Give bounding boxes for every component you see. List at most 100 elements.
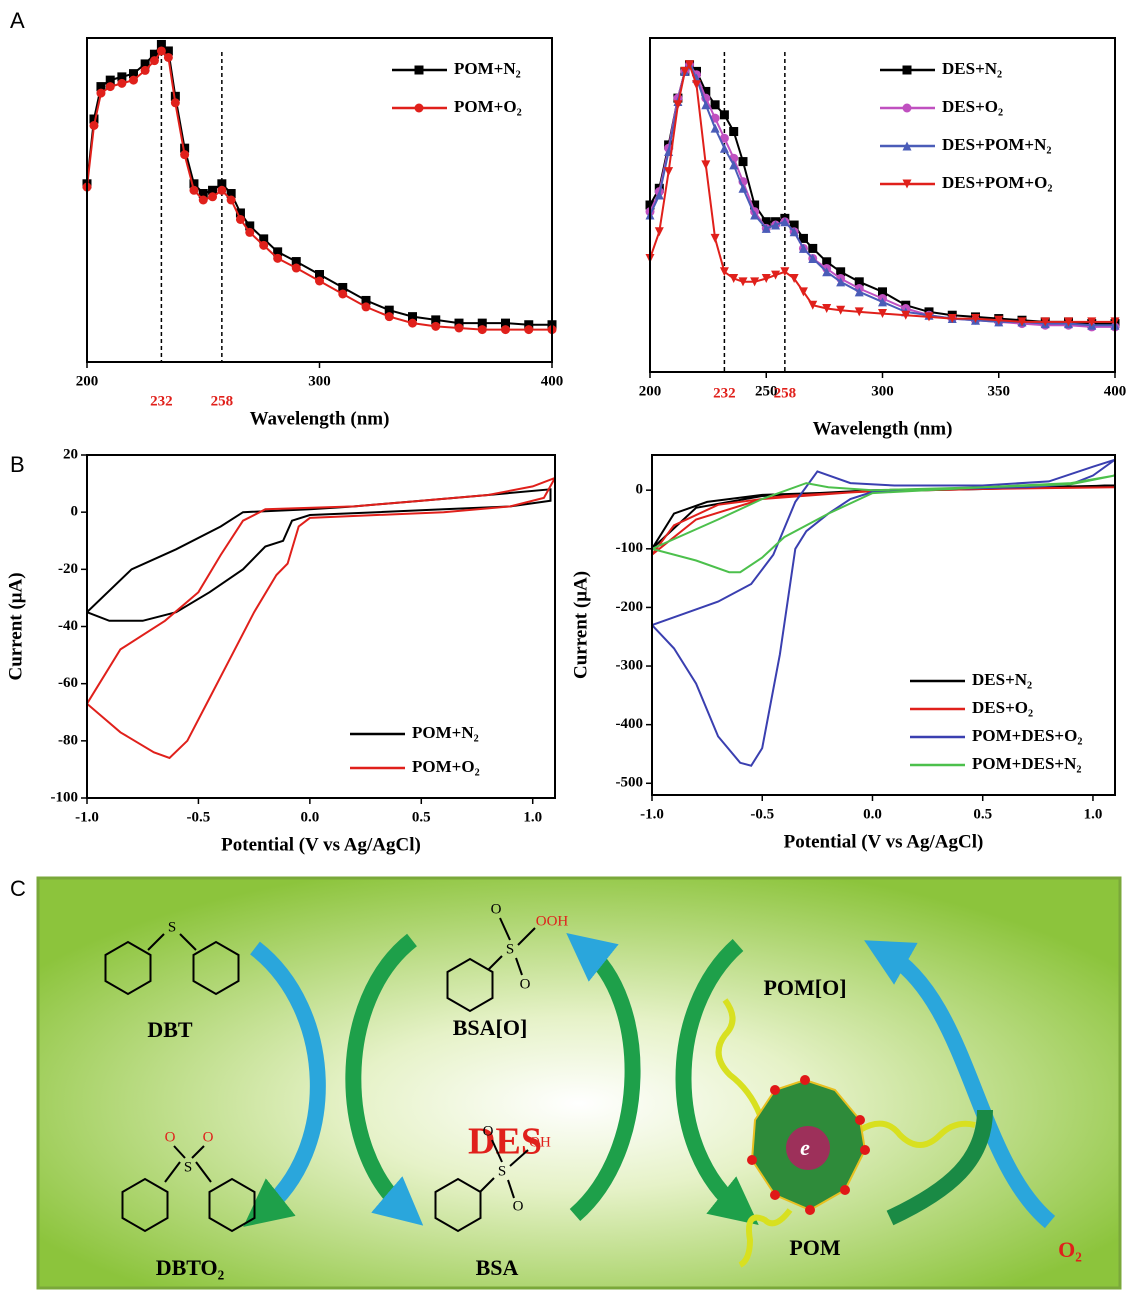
arrow [345,933,424,1226]
marker [170,98,180,108]
ring [104,940,152,996]
marker [129,75,138,85]
marker [273,253,283,263]
x-tick-label: 300 [871,383,894,399]
legend-label: POM+N₂ [412,723,479,742]
x-tick-label: -0.5 [187,809,211,825]
y-tick-label: -400 [616,716,644,732]
marker [719,110,729,120]
bonds [147,917,536,1199]
marker [701,100,711,110]
legend-label: POM+DES+N₂ [972,754,1081,773]
marker [710,100,720,110]
marker [750,200,760,210]
marker [235,208,245,218]
x-tick-label: 1.0 [523,809,542,825]
marker [761,217,771,227]
reference-label: 232 [713,385,736,401]
marker [719,133,729,143]
scheme-background [36,876,1122,1290]
marker [761,223,771,233]
marker [105,82,115,92]
marker [477,318,487,328]
y-axis-title: Current (μA) [570,571,591,679]
marker [738,183,748,193]
marker [836,305,846,315]
marker [454,318,464,328]
ring [208,1177,256,1233]
atom-label: O [483,1123,494,1139]
marker [798,243,808,253]
marker [273,247,283,257]
legend-label: POM+N₂ [454,59,521,78]
plot-frame [86,37,553,363]
marker [780,217,790,227]
pom-cluster [715,998,976,1268]
marker [1064,317,1073,327]
scheme: e DES DBT DBTO₂ BSA[O] BSA POM[O] POM O₂… [36,876,1122,1290]
legend-label: DES+O₂ [972,698,1033,717]
marker [235,214,245,224]
marker [149,49,159,59]
marker [338,282,348,292]
x-axis-title: Potential (V vs Ag/AgCl) [221,834,421,855]
atom-label: O [165,1129,176,1145]
legend-label: POM+O₂ [454,97,522,116]
marker [361,295,371,305]
ring [446,957,494,1013]
marker [822,267,832,277]
compound-label: DBT [147,1017,193,1042]
marker [822,257,832,267]
marker [836,267,846,277]
marker [719,267,729,277]
x-tick-label: 400 [1104,383,1127,399]
legend-label: POM+O₂ [412,757,480,776]
y-tick-label: 20 [63,446,78,462]
marker [226,195,236,205]
marker [501,325,510,335]
reference-label: 232 [150,393,173,409]
marker [198,195,208,205]
marker [259,234,269,244]
ring [121,1177,169,1233]
marker [140,59,150,69]
plot-frame [649,37,1116,373]
marker [738,157,748,167]
atom-label: S [168,919,176,935]
x-axis-title: Wavelength (nm) [250,408,390,429]
marker [771,270,781,280]
panel-label: C [10,876,26,901]
marker [789,273,799,283]
marker [808,253,818,263]
marker [217,179,227,189]
marker [96,82,106,92]
marker [524,325,534,335]
marker [789,227,799,237]
legend-label: DES+N₂ [972,670,1032,689]
marker [798,287,808,297]
y-tick-label: -80 [58,732,78,748]
x-tick-label: 0.5 [412,809,431,825]
marker [89,120,99,130]
marker [156,39,166,49]
marker [789,220,799,230]
electron-label: e [800,1135,810,1160]
x-axis-title: Potential (V vs Ag/AgCl) [784,831,984,852]
marker [710,233,720,243]
marker [924,312,934,322]
marker [901,310,911,320]
arrow [243,941,326,1227]
marker [729,127,739,137]
marker [771,220,781,230]
series-line [650,62,1115,323]
marker [738,277,748,287]
marker [836,277,846,287]
marker [431,321,441,331]
marker [701,86,711,96]
marker [685,60,695,70]
compound-label: POM [789,1235,841,1260]
x-tick-label: 250 [755,383,778,399]
marker [189,185,199,195]
marker [854,287,864,297]
marker [384,312,394,322]
